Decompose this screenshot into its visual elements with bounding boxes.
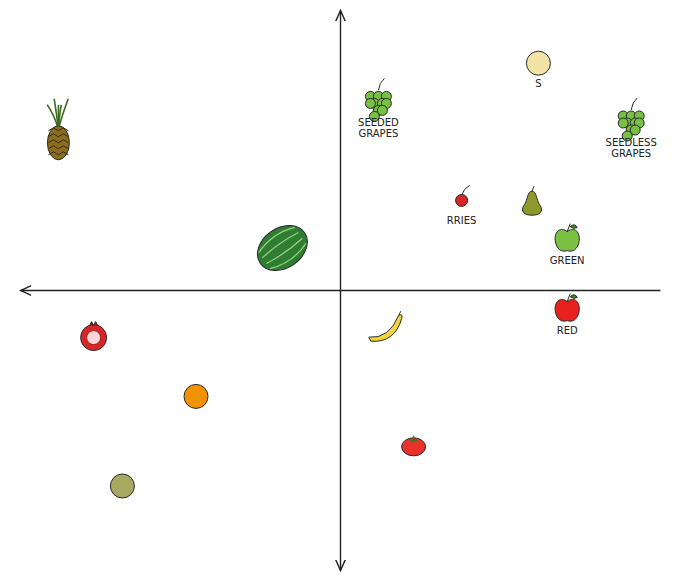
point-label: RRIES: [447, 215, 477, 226]
fruit-point: [456, 185, 470, 206]
point-label-line: GRAPES: [358, 128, 398, 139]
fruit-point: [249, 216, 316, 280]
fruit-part: [48, 152, 68, 155]
fruit-part: [526, 51, 550, 75]
fruit-part: [54, 99, 58, 129]
fruit-point: [522, 186, 541, 215]
fruit-part: [378, 78, 384, 90]
fruit-part: [570, 295, 577, 299]
y-axis-line: [340, 11, 341, 571]
fruit-part: [555, 229, 579, 251]
fruit-part: [266, 238, 303, 264]
fruit-point: [365, 78, 391, 121]
fruit-point: [555, 294, 579, 322]
fruit-part: [262, 231, 299, 257]
fruit-point: [81, 322, 107, 351]
point-label-line: S: [535, 78, 541, 89]
fruit-part: [399, 311, 401, 315]
fruit-part: [90, 322, 98, 326]
point-label: S: [535, 78, 541, 89]
point-label: SEEDEDGRAPES: [358, 117, 399, 139]
fruit-point: [618, 98, 644, 141]
fruit-part: [110, 474, 134, 498]
fruit-point: [369, 311, 402, 341]
point-label-line: GREEN: [550, 255, 585, 266]
point-label-line: GRAPES: [611, 148, 651, 159]
fruit-point: [402, 436, 426, 456]
fruit-part: [630, 125, 640, 135]
fruit-part: [47, 126, 69, 160]
fruit-part: [58, 105, 60, 129]
point-label: RED: [557, 325, 578, 336]
point-label: GREEN: [550, 255, 585, 266]
fruit-part: [567, 294, 570, 302]
fruit-part: [456, 194, 468, 206]
fruit-part: [249, 216, 316, 280]
fruit-part: [522, 191, 541, 215]
fruit-part: [369, 315, 402, 342]
fruit-body: [249, 216, 316, 280]
fruit-point: [526, 51, 550, 75]
fruit-part: [618, 118, 628, 128]
fruit-part: [48, 134, 68, 137]
labels: SEEDEDGRAPESSSEEDLESSGRAPESRRIESGREENRED: [358, 78, 657, 335]
fruit-part: [409, 436, 419, 442]
fruit-part: [462, 185, 470, 195]
plot-area: [47, 51, 644, 498]
fruit-part: [87, 331, 101, 345]
fruit-part: [532, 186, 534, 191]
chart: SEEDEDGRAPESSSEEDLESSGRAPESRRIESGREENRED: [0, 0, 676, 584]
fruit-part: [377, 105, 387, 115]
fruit-part: [48, 146, 68, 149]
fruit-part: [631, 98, 637, 110]
fruit-part: [48, 128, 68, 131]
fruit-part: [184, 384, 208, 408]
fruit-part: [570, 225, 577, 229]
fruit-point: [184, 384, 208, 408]
point-label: SEEDLESSGRAPES: [606, 137, 657, 159]
point-label-line: RRIES: [447, 215, 477, 226]
fruit-part: [270, 243, 308, 272]
fruit-point: [47, 99, 69, 160]
y-axis: [340, 11, 341, 571]
point-label-line: SEEDLESS: [606, 137, 657, 148]
fruit-part: [81, 325, 107, 351]
fruit-part: [48, 140, 68, 143]
fruit-part: [365, 98, 375, 108]
fruit-part: [58, 99, 68, 129]
point-label-line: RED: [557, 325, 578, 336]
point-label-line: SEEDED: [358, 117, 399, 128]
fruit-point: [110, 474, 134, 498]
fruit-part: [555, 299, 579, 321]
fruit-part: [567, 224, 570, 232]
fruit-point: [555, 224, 579, 252]
